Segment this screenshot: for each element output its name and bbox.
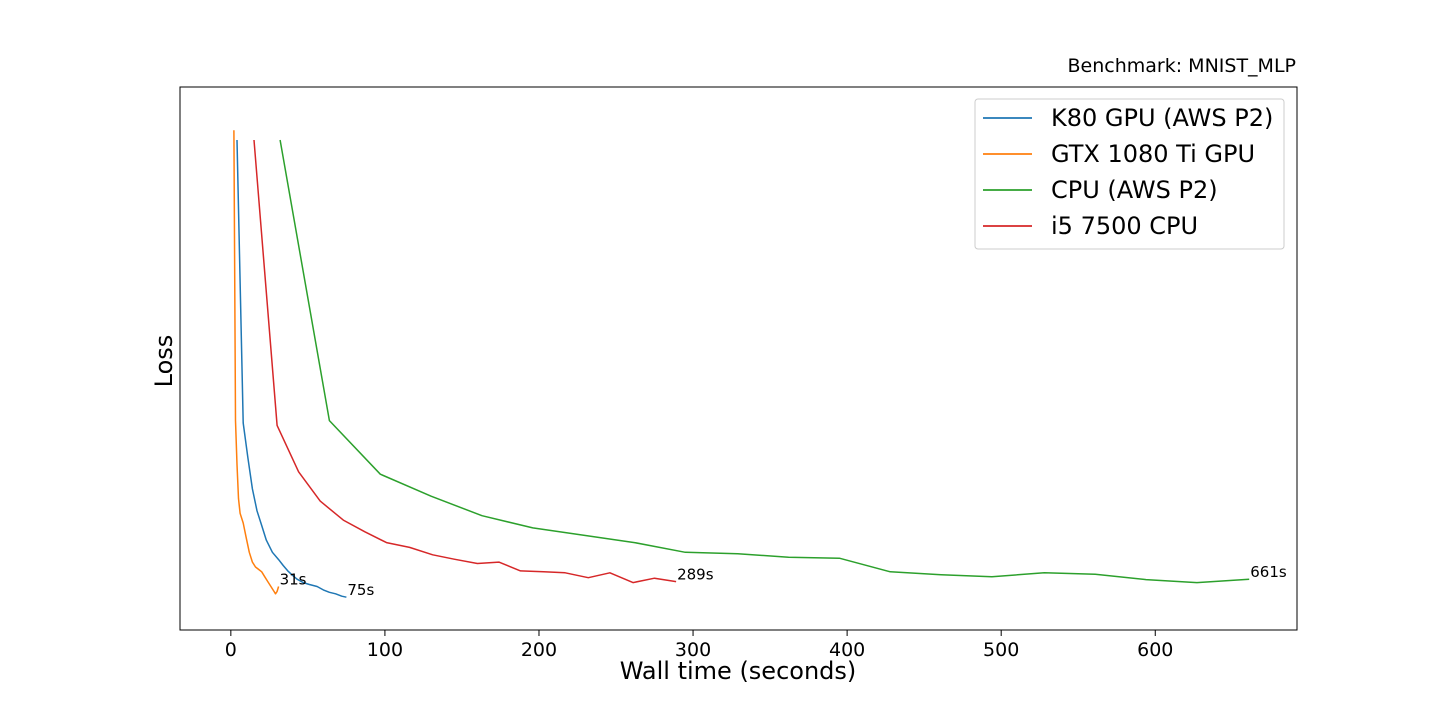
x-tick-label: 500 — [983, 639, 1019, 661]
series-line — [236, 139, 347, 598]
plot-area — [179, 86, 1298, 631]
x-axis-ticks: 0 100 200 300 400 500 600 — [225, 630, 1173, 661]
series-end-label: 661s — [1250, 563, 1287, 581]
x-tick-label: 0 — [225, 639, 237, 661]
legend-entry-label: CPU (AWS P2) — [1051, 176, 1218, 204]
legend-box — [974, 98, 1285, 250]
series-line — [253, 139, 677, 584]
legend-entry-label: i5 7500 CPU — [1051, 212, 1198, 240]
series-line — [279, 139, 1250, 584]
x-tick-label: 100 — [367, 639, 403, 661]
legend: K80 GPU (AWS P2) GTX 1080 Ti GPU CPU (AWS … — [974, 98, 1285, 250]
series-end-label: 75s — [347, 581, 374, 599]
x-tick-label: 200 — [521, 639, 557, 661]
x-tick-label: 600 — [1137, 639, 1173, 661]
series-line — [233, 130, 280, 595]
series-end-label: 289s — [677, 566, 714, 584]
x-axis-label: Wall time (seconds) — [620, 657, 857, 685]
y-axis-label: Loss — [150, 335, 178, 388]
end-labels: 75s 31s 661s 289s — [280, 563, 1287, 599]
x-tick-label: 400 — [829, 639, 865, 661]
plot-lines — [233, 130, 1250, 598]
x-tick-label: 300 — [675, 639, 711, 661]
series-end-label: 31s — [280, 570, 307, 588]
chart-title: Benchmark: MNIST_MLP — [1068, 55, 1296, 77]
legend-entry-label: K80 GPU (AWS P2) — [1051, 104, 1273, 132]
legend-entry-label: GTX 1080 Ti GPU — [1051, 140, 1255, 168]
